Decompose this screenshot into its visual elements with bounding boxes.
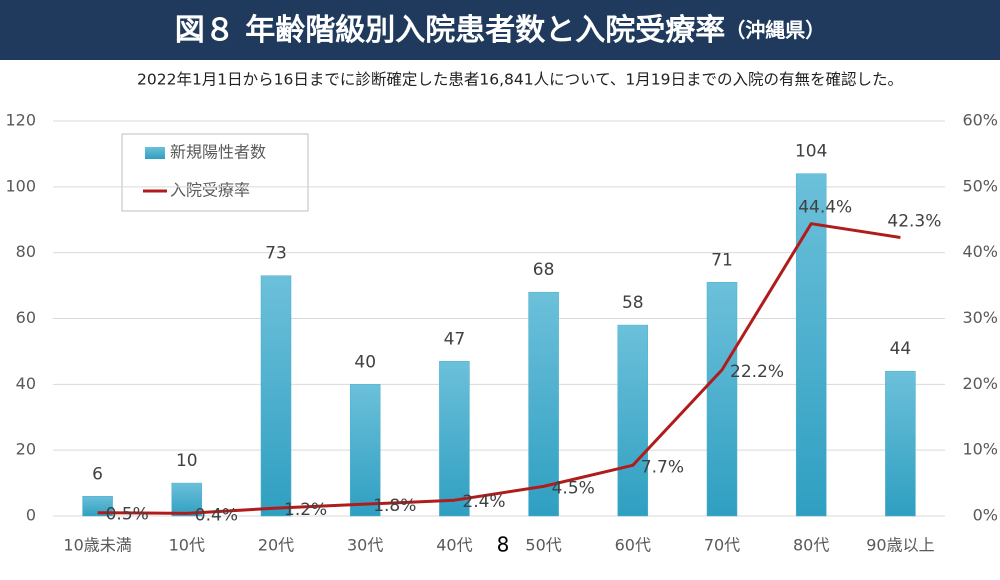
x-tick-label: 70代 (704, 536, 740, 555)
y-tick-label: 120 (5, 111, 36, 130)
bar-value-label: 104 (795, 142, 827, 162)
y-tick-label: 60 (16, 308, 36, 327)
line-value-label: 42.3% (887, 212, 941, 232)
y-tick-label: 100 (5, 176, 36, 195)
y2-tick-label: 50% (962, 176, 998, 195)
y2-tick-label: 0% (973, 506, 998, 525)
bar-value-label: 6 (92, 464, 103, 484)
y-tick-label: 20 (16, 440, 36, 459)
x-tick-label: 30代 (347, 536, 383, 555)
bar (528, 291, 559, 517)
legend-swatch (145, 147, 165, 159)
bar (349, 384, 381, 517)
x-tick-label: 10歳未満 (63, 536, 131, 555)
bar (795, 173, 827, 517)
y2-tick-label: 20% (962, 374, 998, 393)
chart-title: 図８ 年齢階級別入院患者数と入院受療率（沖縄県） (175, 13, 825, 48)
bar-value-label: 10 (176, 451, 198, 471)
bar-value-label: 73 (265, 244, 287, 264)
line (97, 222, 901, 515)
title-bar (0, 0, 1000, 60)
line-value-label: 0.5% (106, 505, 149, 525)
line-value-label: 22.2% (730, 362, 784, 382)
bar-value-label: 44 (890, 339, 912, 359)
bar-value-label: 47 (444, 329, 466, 349)
line-value-label: 0.4% (195, 505, 238, 525)
bar (82, 496, 113, 517)
line-value-label: 1.8% (373, 496, 416, 516)
legend-label: 入院受療率 (170, 181, 250, 200)
bar (706, 282, 738, 517)
x-tick-label: 10代 (169, 536, 205, 555)
bar-value-label: 71 (711, 250, 733, 270)
bar-value-label: 68 (533, 260, 555, 280)
x-tick-label: 90歳以上 (866, 536, 934, 555)
y-tick-label: 80 (16, 242, 36, 261)
y-tick-label: 0 (26, 506, 36, 525)
y2-tick-label: 40% (962, 242, 998, 261)
line-value-label: 44.4% (798, 198, 852, 218)
x-tick-label: 80代 (793, 536, 829, 555)
title-suffix: （沖縄県） (725, 18, 825, 42)
y2-tick-label: 30% (962, 308, 998, 327)
bar (260, 275, 292, 517)
legend-box (121, 133, 309, 212)
x-tick-label: 60代 (615, 536, 651, 555)
y2-tick-label: 10% (962, 440, 998, 459)
y-tick-label: 40 (16, 374, 36, 393)
x-tick-label: 40代 (436, 536, 472, 555)
page-number: 8 (497, 533, 510, 557)
title-main: 図８ 年齢階級別入院患者数と入院受療率 (175, 13, 725, 48)
subtitle: 2022年1月1日から16日までに診断確定した患者16,841人について、1月1… (137, 70, 903, 89)
line-value-label: 7.7% (641, 457, 684, 477)
bar (617, 324, 649, 517)
x-tick-label: 50代 (525, 536, 561, 555)
bar (439, 361, 470, 517)
x-tick-label: 20代 (258, 536, 294, 555)
line-value-label: 4.5% (552, 478, 595, 498)
line-value-label: 2.4% (462, 492, 505, 512)
bar (171, 482, 203, 517)
line-value-label: 1.2% (284, 500, 327, 520)
bar (885, 370, 916, 517)
legend-label: 新規陽性者数 (170, 143, 266, 162)
y2-tick-label: 60% (962, 111, 998, 130)
bar-value-label: 58 (622, 293, 644, 313)
bar-value-label: 40 (354, 352, 376, 372)
